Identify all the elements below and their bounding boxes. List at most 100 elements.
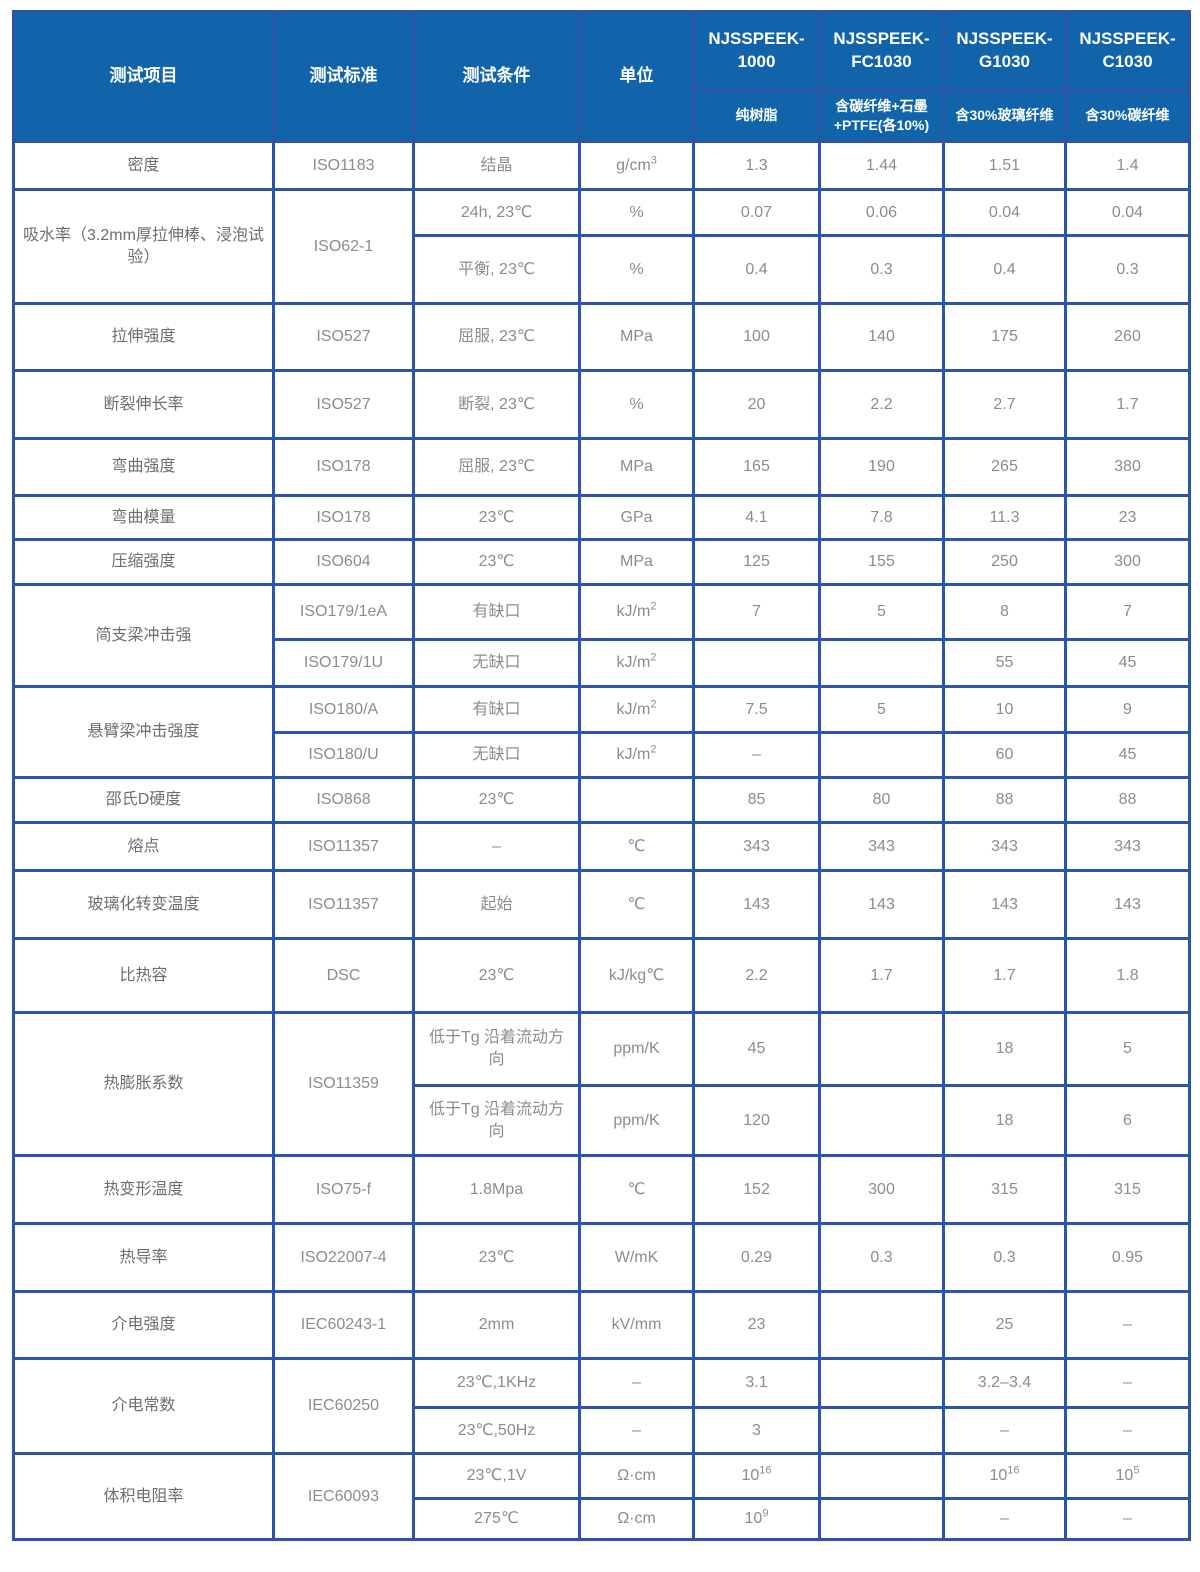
- test-item-cell: 密度: [12, 140, 275, 191]
- header-unit: 单位: [578, 10, 695, 143]
- condition-cell: 有缺口: [412, 583, 581, 641]
- standard-cell: ISO604: [272, 538, 415, 586]
- standard-cell: IEC60250: [272, 1357, 415, 1455]
- table-header: 测试项目 测试标准 测试条件 单位 NJSSPEEK-1000 NJSSPEEK…: [12, 10, 1191, 143]
- condition-cell: 起始: [412, 869, 581, 940]
- value-cell: 2.2: [692, 937, 821, 1014]
- value-cell: 155: [818, 538, 945, 586]
- table-row: 比热容 DSC 23℃ kJ/kg℃ 2.2 1.7 1.7 1.8: [12, 937, 1191, 1014]
- unit-cell: kJ/m2: [578, 731, 695, 779]
- test-item-cell: 弯曲强度: [12, 437, 275, 497]
- value-cell: [818, 1497, 945, 1541]
- value-cell: 45: [1064, 638, 1191, 688]
- value-cell: 25: [942, 1290, 1067, 1360]
- value-cell: 1016: [692, 1452, 821, 1500]
- table-row: 热变形温度 ISO75-f 1.8Mpa ℃ 152 300 315 315: [12, 1154, 1191, 1225]
- value-cell: 45: [692, 1011, 821, 1087]
- value-cell: 5: [818, 583, 945, 641]
- condition-cell: 屈服, 23℃: [412, 302, 581, 372]
- condition-cell: 23℃,1KHz: [412, 1357, 581, 1409]
- value-cell: 88: [942, 776, 1067, 824]
- value-cell: –: [942, 1497, 1067, 1541]
- test-item-cell: 热变形温度: [12, 1154, 275, 1225]
- table-row: 275℃ Ω·cm 109 – –: [14, 1497, 1191, 1541]
- standard-cell: DSC: [272, 937, 415, 1014]
- table-row: 吸水率（3.2mm厚拉伸棒、浸泡试验） ISO62-1 24h, 23℃% 0.07 0…: [12, 188, 1191, 305]
- value-cell: 0.3: [1064, 234, 1191, 305]
- table-row: 体积电阻率 IEC60093 23℃,1V Ω·cm 1016 1016 105: [12, 1452, 1191, 1541]
- value-cell: 7.8: [818, 494, 945, 541]
- standard-cell: ISO62-1: [272, 188, 415, 305]
- value-cell: 60: [942, 731, 1067, 779]
- value-cell: 250: [942, 538, 1067, 586]
- value-cell: 100: [692, 302, 821, 372]
- test-item-cell: 热导率: [12, 1222, 275, 1293]
- value-cell: 1.4: [1064, 140, 1191, 191]
- value-cell: 80: [818, 776, 945, 824]
- header-product-desc-c1030: 含30%碳纤维: [1064, 88, 1191, 143]
- test-item-cell: 热膨胀系数: [12, 1011, 275, 1157]
- standard-cell: ISO527: [272, 302, 415, 372]
- value-cell: 143: [942, 869, 1067, 940]
- table-body: 密度 ISO1183 结晶 g/cm3 1.3 1.44 1.51 1.4 吸水率（3.2mm厚…: [12, 140, 1191, 1541]
- value-cell: 125: [692, 538, 821, 586]
- unit-cell: GPa: [578, 494, 695, 541]
- table-row: 低于Tg 沿着流动方向 ppm/K 120 18 6: [14, 1084, 1191, 1157]
- table-row: 热导率 ISO22007-4 23℃ W/mK 0.29 0.3 0.3 0.95: [12, 1222, 1191, 1293]
- header-product-name-1000: NJSSPEEK-1000: [692, 10, 821, 91]
- value-cell: 3: [692, 1406, 821, 1455]
- unit-cell: kJ/m2: [578, 583, 695, 641]
- standard-cell: ISO179/1eA: [272, 583, 415, 641]
- value-cell: –: [1064, 1290, 1191, 1360]
- value-cell: 0.06: [818, 188, 945, 237]
- table-row: 悬臂梁冲击强度 ISO180/A 有缺口 kJ/m2 7.5 5 10 9: [12, 685, 1191, 779]
- table-row: 密度 ISO1183 结晶 g/cm3 1.3 1.44 1.51 1.4: [12, 140, 1191, 191]
- condition-cell: –: [412, 821, 581, 872]
- value-cell: 45: [1064, 731, 1191, 779]
- unit-cell: [578, 776, 695, 824]
- value-cell: 1.7: [818, 937, 945, 1014]
- table-row: 熔点 ISO11357– ℃ 343 343 343 343: [12, 821, 1191, 872]
- value-cell: 175: [942, 302, 1067, 372]
- table-row: 介电强度 IEC60243-1 2mm kV/mm 23 25–: [12, 1290, 1191, 1360]
- test-item-cell: 简支梁冲击强: [12, 583, 275, 688]
- header-product-name-c1030: NJSSPEEK-C1030: [1064, 10, 1191, 91]
- value-cell: 300: [1064, 538, 1191, 586]
- unit-cell: –: [578, 1357, 695, 1409]
- test-item-cell: 压缩强度: [12, 538, 275, 586]
- value-cell: [818, 1290, 945, 1360]
- value-cell: 0.4: [692, 234, 821, 305]
- value-cell: 18: [942, 1084, 1067, 1157]
- value-cell: [692, 638, 821, 688]
- unit-cell: MPa: [578, 437, 695, 497]
- condition-cell: 屈服, 23℃: [412, 437, 581, 497]
- test-item-cell: 玻璃化转变温度: [12, 869, 275, 940]
- table-row: 玻璃化转变温度 ISO11357 起始 ℃ 143 143 143 143: [12, 869, 1191, 940]
- table-row: 平衡, 23℃% 0.4 0.3 0.4 0.3: [14, 234, 1191, 305]
- condition-cell: 23℃,1V: [412, 1452, 581, 1500]
- value-cell: 343: [1064, 821, 1191, 872]
- value-cell: 0.04: [942, 188, 1067, 237]
- value-cell: 0.3: [818, 1222, 945, 1293]
- condition-cell: 23℃: [412, 937, 581, 1014]
- value-cell: 4.1: [692, 494, 821, 541]
- test-item-cell: 介电强度: [12, 1290, 275, 1360]
- value-cell: 7: [1064, 583, 1191, 641]
- value-cell: 1.44: [818, 140, 945, 191]
- value-cell: 23: [692, 1290, 821, 1360]
- value-cell: 1.7: [1064, 369, 1191, 440]
- value-cell: [818, 638, 945, 688]
- standard-cell: ISO11359: [272, 1011, 415, 1157]
- value-cell: 343: [942, 821, 1067, 872]
- table-row: 23℃,50Hz –3– –: [14, 1406, 1191, 1455]
- unit-cell: ℃: [578, 869, 695, 940]
- header-row-desc: 纯树脂 含碳纤维+石墨+PTFE(各10%) 含30%玻璃纤维 含30%碳纤维: [14, 88, 1191, 143]
- value-cell: 1016: [942, 1452, 1067, 1500]
- unit-cell: kJ/kg℃: [578, 937, 695, 1014]
- unit-cell: ppm/K: [578, 1084, 695, 1157]
- value-cell: 315: [1064, 1154, 1191, 1225]
- value-cell: 7: [692, 583, 821, 641]
- value-cell: 1.3: [692, 140, 821, 191]
- condition-cell: 23℃,50Hz: [412, 1406, 581, 1455]
- test-item-cell: 弯曲模量: [12, 494, 275, 541]
